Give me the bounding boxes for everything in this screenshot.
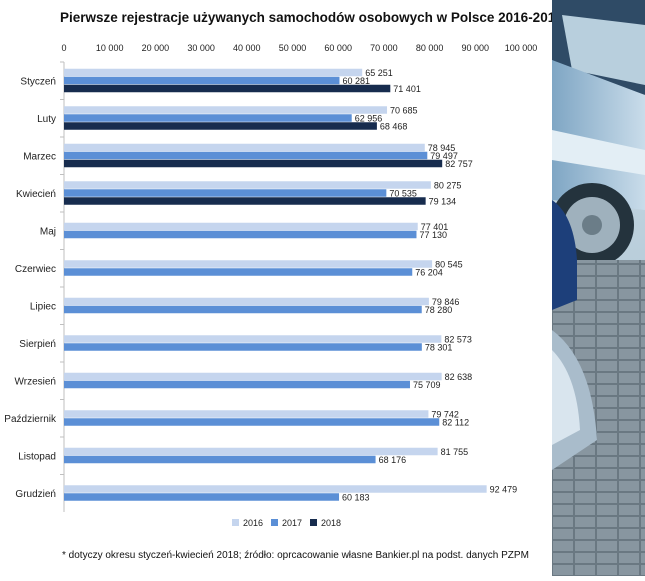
data-label-2017: 76 204 xyxy=(415,267,443,277)
legend-label-2018: 2018 xyxy=(321,518,341,528)
bar-2016 xyxy=(64,297,429,306)
data-label-2016: 78 945 xyxy=(428,143,456,153)
legend-label-2017: 2017 xyxy=(282,518,302,528)
data-label-2017: 60 281 xyxy=(342,76,370,86)
data-label-2018: 82 757 xyxy=(445,159,473,169)
x-tick-label: 80 000 xyxy=(416,43,444,53)
data-label-2016: 81 755 xyxy=(441,447,469,457)
bar-chart: 0 10 000 20 000 30 000 40 000 50 000 60 000 70 … xyxy=(4,43,538,528)
category-label: Luty xyxy=(37,114,56,125)
data-label-2016: 82 573 xyxy=(444,334,472,344)
chart-area: Pierwsze rejestracje używanych samochodó… xyxy=(4,10,568,561)
bar-2016 xyxy=(64,410,429,418)
x-tick-label: 60 000 xyxy=(324,43,352,53)
bar-2016 xyxy=(64,181,431,189)
category-label: Listopad xyxy=(18,451,56,462)
bar-2017 xyxy=(64,380,410,389)
x-tick-label: 0 xyxy=(61,43,66,53)
category-label: Styczeń xyxy=(20,76,56,87)
bar-2017 xyxy=(64,230,417,239)
x-tick-label: 10 000 xyxy=(96,43,124,53)
category-label: Kwiecień xyxy=(16,189,56,200)
x-tick-label: 100 000 xyxy=(505,43,538,53)
data-label-2018: 71 401 xyxy=(393,84,421,94)
category-label: Maj xyxy=(40,226,56,237)
legend-swatch-2017 xyxy=(271,519,278,526)
data-label-2017: 68 176 xyxy=(379,455,407,465)
x-tick-label: 30 000 xyxy=(187,43,215,53)
legend-label-2016: 2016 xyxy=(243,518,263,528)
data-label-2017: 79 497 xyxy=(430,151,458,161)
legend-swatch-2018 xyxy=(310,519,317,526)
data-label-2016: 65 251 xyxy=(365,68,393,78)
bar-2016 xyxy=(64,68,363,77)
bar-2016 xyxy=(64,143,425,152)
data-label-2016: 79 742 xyxy=(431,409,459,419)
bar-2016 xyxy=(64,335,442,343)
bar-2016 xyxy=(64,106,388,114)
data-label-2018: 68 468 xyxy=(380,121,408,131)
bar-2016 xyxy=(64,372,442,381)
data-label-2016: 82 638 xyxy=(445,372,473,382)
bar-2016 xyxy=(64,260,433,268)
bar-2018 xyxy=(64,84,391,93)
data-label-2016: 80 275 xyxy=(434,180,462,190)
category-label: Marzec xyxy=(23,151,56,162)
category-label: Grudzień xyxy=(15,489,56,500)
bar-2017 xyxy=(64,343,422,351)
data-label-2017: 82 112 xyxy=(442,417,469,427)
data-label-2017: 70 535 xyxy=(389,188,417,198)
bar-2017 xyxy=(64,189,387,197)
data-label-2016: 77 401 xyxy=(421,222,449,232)
category-label: Sierpień xyxy=(19,339,56,350)
bar-2017 xyxy=(64,493,340,501)
legend-swatch-2016 xyxy=(232,519,239,526)
bar-2018 xyxy=(64,122,377,130)
category-label: Czerwiec xyxy=(15,264,56,275)
data-label-2018: 79 134 xyxy=(429,196,457,206)
car-photo xyxy=(550,0,645,576)
data-label-2016: 80 545 xyxy=(435,259,463,269)
bar-2018 xyxy=(64,197,426,205)
data-label-2016: 79 846 xyxy=(432,297,460,307)
bar-2016 xyxy=(64,222,418,231)
data-label-2017: 78 280 xyxy=(425,305,453,315)
x-tick-label: 40 000 xyxy=(233,43,261,53)
data-label-2017: 75 709 xyxy=(413,380,441,390)
category-label: Wrzesień xyxy=(15,376,57,387)
data-label-2017: 77 130 xyxy=(419,230,447,240)
category-label: Lipiec xyxy=(30,301,56,312)
bar-2017 xyxy=(64,305,422,314)
data-label-2016: 70 685 xyxy=(390,105,418,115)
x-tick-label: 50 000 xyxy=(279,43,307,53)
bar-2017 xyxy=(64,418,440,426)
chart-title: Pierwsze rejestracje używanych samochodó… xyxy=(60,10,568,25)
data-label-2017: 60 183 xyxy=(342,492,370,502)
bar-2018 xyxy=(64,159,443,168)
category-label: Październik xyxy=(4,414,57,425)
bar-2017 xyxy=(64,114,352,122)
data-label-2016: 92 479 xyxy=(490,484,518,494)
x-tick-label: 90 000 xyxy=(462,43,490,53)
footnote: * dotyczy okresu styczeń-kwiecień 2018; … xyxy=(62,550,529,561)
data-label-2017: 62 956 xyxy=(355,113,383,123)
data-label-2017: 78 301 xyxy=(425,342,453,352)
bar-2017 xyxy=(64,151,428,160)
bar-2016 xyxy=(64,485,487,493)
x-tick-label: 70 000 xyxy=(370,43,398,53)
bar-2017 xyxy=(64,268,413,276)
bar-2017 xyxy=(64,76,340,85)
bar-2017 xyxy=(64,455,376,464)
x-tick-label: 20 000 xyxy=(142,43,170,53)
bar-2016 xyxy=(64,447,438,456)
